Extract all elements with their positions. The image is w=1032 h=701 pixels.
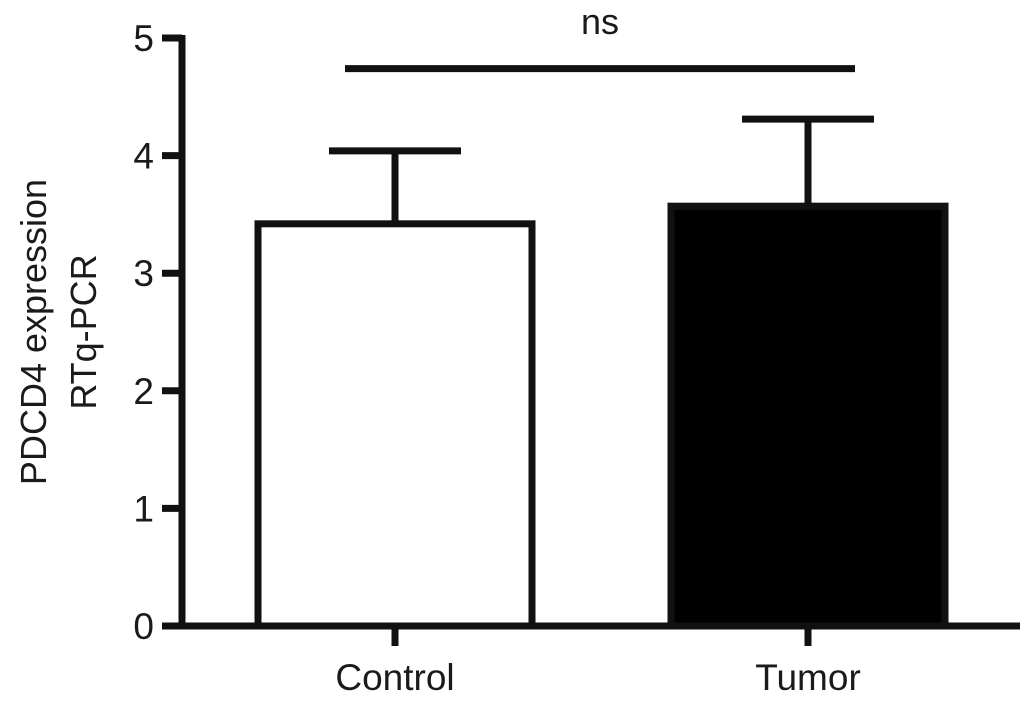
- significance-annotation: ns: [345, 1, 855, 73]
- y-tick-label: 1: [133, 488, 154, 529]
- y-axis-title-line-1: PDCD4 expression: [13, 179, 54, 485]
- x-tick-label-tumor: Tumor: [755, 657, 861, 698]
- bar-tumor: [667, 202, 949, 630]
- x-tick-label-control: Control: [335, 657, 454, 698]
- y-tick-label: 3: [133, 253, 154, 294]
- y-ticks: 0 1 2 3 4 5: [133, 18, 182, 647]
- y-axis-title-line-2: RTq-PCR: [63, 254, 104, 409]
- y-tick-label: 4: [133, 136, 154, 177]
- bar-control: [254, 220, 536, 630]
- y-tick-label: 5: [133, 18, 154, 59]
- error-bars: [329, 115, 874, 224]
- y-tick-label: 2: [133, 371, 154, 412]
- significance-label: ns: [581, 1, 619, 42]
- y-tick-label: 0: [133, 606, 154, 647]
- x-ticks: Control Tumor: [335, 626, 861, 698]
- bars: [254, 202, 949, 630]
- y-axis-title: PDCD4 expression RTq-PCR: [13, 179, 104, 485]
